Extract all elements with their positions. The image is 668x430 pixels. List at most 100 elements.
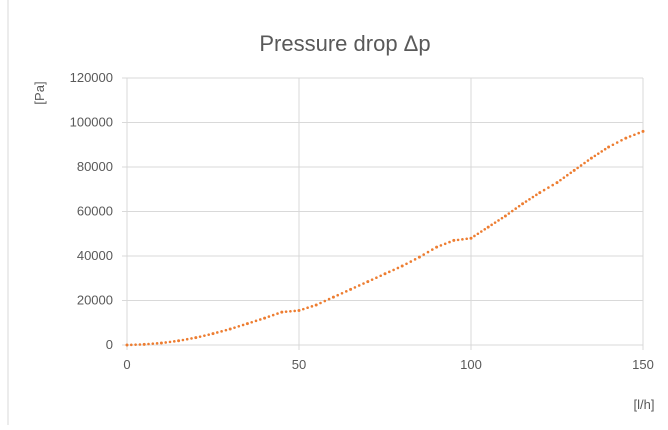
x-tick-label: 0: [123, 357, 130, 372]
y-axis-label: [Pa]: [32, 81, 47, 104]
curve-dot: [510, 209, 514, 213]
data-point: [417, 255, 421, 259]
curve-dot: [362, 282, 365, 285]
curve-dot: [345, 290, 348, 293]
data-point: [589, 156, 593, 160]
curve-dot: [439, 244, 443, 247]
curve-dot: [220, 330, 223, 333]
curve-dot: [593, 154, 597, 158]
curve-dot: [241, 323, 245, 327]
curve-dot: [289, 309, 292, 313]
data-point: [383, 272, 387, 276]
curve-dot: [302, 307, 305, 311]
curve-dot: [583, 161, 586, 165]
data-point: [503, 214, 507, 218]
data-point: [607, 145, 611, 149]
data-point: [521, 202, 525, 206]
data-point: [263, 316, 267, 320]
curve-dot: [431, 248, 434, 251]
curve-dot: [254, 319, 258, 323]
curve-dot: [490, 223, 493, 227]
curve-dot: [276, 312, 279, 315]
curve-dot: [615, 141, 619, 144]
curve-dot: [164, 341, 167, 344]
x-axis-label: [l/h]: [634, 397, 655, 412]
curve-dot: [134, 343, 137, 346]
curve-dot: [500, 216, 504, 220]
curve-dot: [600, 150, 604, 153]
curve-dot: [138, 343, 142, 346]
curve-dot: [388, 270, 391, 274]
curve-dot: [379, 274, 383, 278]
y-tick-label: 80000: [77, 159, 113, 174]
curve-dot: [405, 262, 408, 266]
data-point: [125, 343, 129, 347]
curve-dot: [514, 207, 518, 210]
curve-dot: [237, 325, 241, 328]
curve-dot: [173, 340, 176, 343]
data-point: [349, 287, 353, 291]
data-point: [331, 295, 335, 299]
curve-dot: [130, 343, 133, 347]
curve-dot: [357, 284, 361, 287]
curve-dot: [319, 301, 322, 305]
data-point: [280, 310, 284, 314]
y-tick-label: 120000: [70, 70, 113, 85]
curve-dot: [507, 212, 511, 215]
curve-dot: [267, 315, 271, 318]
curve-dot: [569, 171, 573, 175]
curve-dot: [181, 338, 185, 342]
curve-dot: [168, 340, 172, 344]
curve-dot: [579, 164, 583, 167]
data-point: [297, 309, 301, 313]
data-point: [142, 342, 146, 346]
curve-dot: [413, 258, 417, 261]
curve-dot: [284, 310, 288, 313]
gridlines: [127, 77, 644, 345]
curve-dot: [535, 193, 538, 197]
chart-title: Pressure drop Δp: [259, 31, 430, 56]
data-point: [538, 191, 542, 195]
curve-dot: [551, 183, 554, 187]
data-point: [366, 280, 370, 284]
curve-dot: [426, 250, 430, 254]
data-point: [572, 168, 576, 172]
data-point: [400, 264, 404, 268]
curve-dot: [233, 326, 236, 329]
data-point: [452, 238, 456, 242]
curve-dot: [461, 238, 464, 241]
curve-dot: [628, 135, 632, 138]
curve-dot: [531, 195, 535, 199]
curve-dot: [250, 320, 253, 324]
curve-dot: [310, 305, 314, 308]
curve-dot: [493, 221, 497, 224]
data-point: [624, 136, 628, 140]
curve-dot: [327, 297, 331, 301]
curve-dot: [559, 178, 562, 182]
data-point: [314, 303, 318, 307]
data-point: [469, 236, 473, 240]
curve-dot: [216, 331, 219, 334]
data-point: [211, 332, 215, 336]
curve-dot: [353, 286, 357, 289]
curve-dot: [637, 131, 640, 135]
curve-dot: [306, 306, 309, 310]
curve-dot: [443, 242, 447, 246]
curve-dot: [596, 152, 600, 155]
curve-dot: [224, 328, 228, 332]
curve-dot: [542, 188, 546, 192]
curve-dot: [409, 260, 413, 263]
curve-dot: [375, 276, 378, 279]
curve-dot: [396, 266, 400, 270]
data-point: [228, 327, 232, 331]
y-tick-label: 20000: [77, 293, 113, 308]
curve-dot: [483, 228, 487, 231]
curve-dot: [517, 204, 521, 208]
curve-dot: [633, 133, 636, 137]
curve-dot: [203, 334, 206, 337]
curve-dot: [190, 337, 193, 340]
curve-dot: [586, 159, 590, 162]
curve-dot: [611, 143, 615, 147]
curve-dot: [336, 293, 340, 297]
curve-dot: [293, 309, 297, 313]
